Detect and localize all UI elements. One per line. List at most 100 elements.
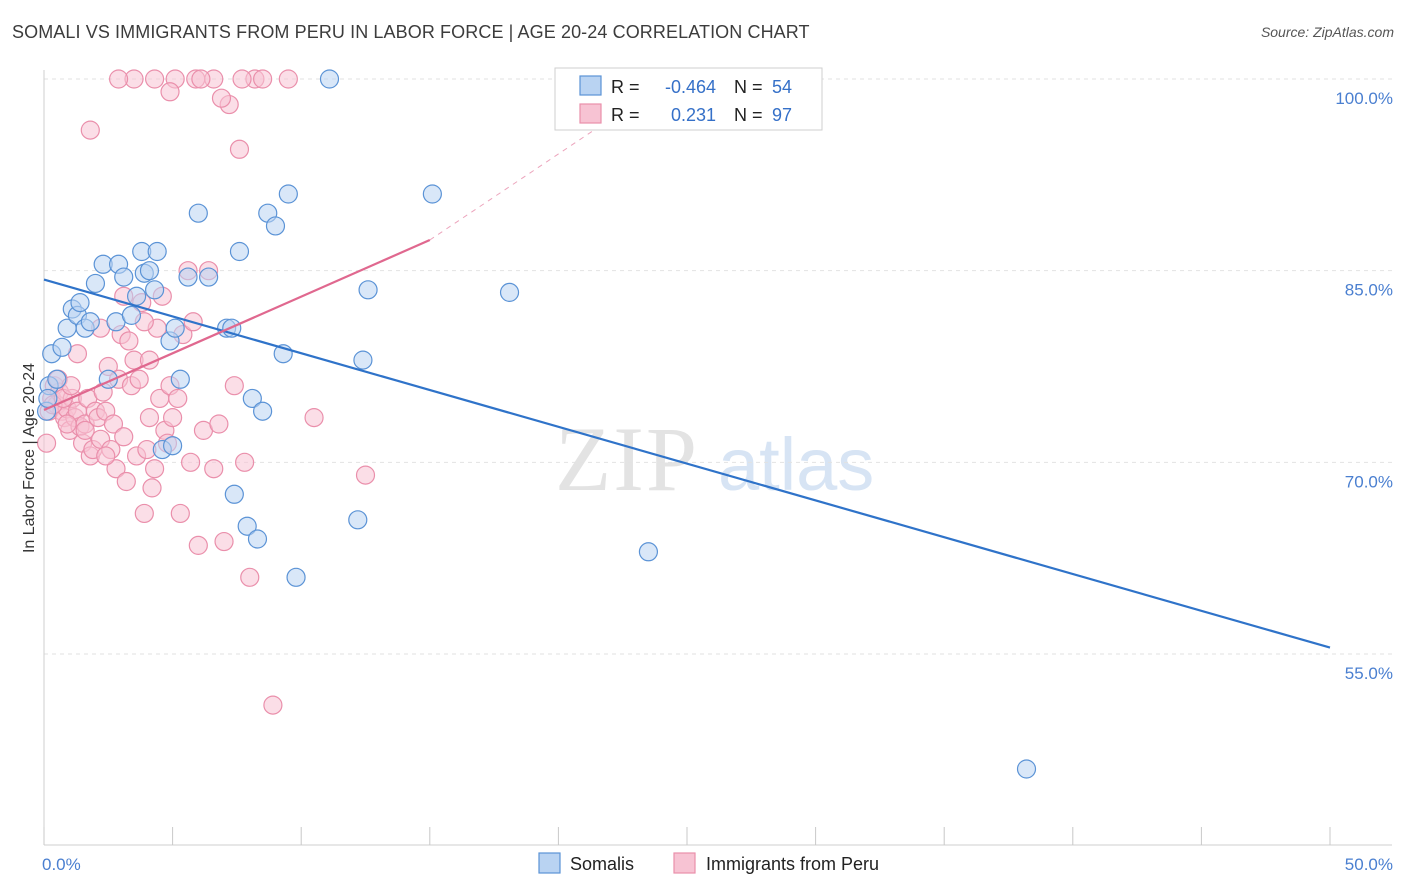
legend-r-value-2: 0.231: [671, 105, 716, 125]
x-tick-label: 50.0%: [1345, 855, 1393, 874]
data-point: [253, 69, 273, 89]
data-point: [57, 414, 77, 434]
data-point: [80, 312, 100, 332]
data-point: [121, 305, 142, 325]
legend-r-label-1: R =: [611, 77, 640, 97]
source-label: Source: ZipAtlas.com: [1260, 24, 1394, 40]
data-point: [242, 388, 262, 409]
data-point: [85, 273, 106, 294]
data-point: [358, 280, 378, 300]
axes: [43, 70, 1392, 846]
data-point: [224, 484, 244, 504]
data-point: [265, 216, 286, 236]
data-point: [170, 503, 190, 524]
data-point: [96, 446, 116, 466]
data-point: [214, 531, 234, 552]
data-point: [160, 82, 180, 102]
x-tick-label: 0.0%: [42, 855, 81, 874]
legend-n-label-1: N =: [734, 77, 763, 97]
data-point: [134, 503, 154, 524]
data-point: [163, 408, 183, 428]
y-tick-label: 100.0%: [1335, 89, 1393, 108]
data-point: [170, 369, 190, 389]
data-point: [235, 452, 255, 472]
data-point: [108, 69, 129, 89]
trend-lines: [43, 110, 1331, 649]
data-point: [144, 280, 165, 300]
data-point: [278, 184, 298, 204]
legend-somali-swatch: [579, 75, 602, 96]
y-tick-label: 85.0%: [1345, 281, 1393, 300]
legend-r-label-2: R =: [611, 105, 640, 125]
data-point: [126, 286, 147, 306]
data-point: [278, 69, 298, 89]
y-tick-label: 55.0%: [1345, 664, 1393, 683]
data-point: [103, 414, 124, 434]
legend-r-value-1: -0.464: [665, 77, 716, 97]
grid: [44, 78, 1392, 655]
bottom-legend-peru-label: Immigrants from Peru: [706, 854, 879, 874]
data-point: [191, 69, 211, 89]
somali-series: [36, 69, 1037, 779]
data-point: [237, 516, 257, 536]
legend: R = -0.464 N = 54 R = 0.231 N = 97: [554, 67, 823, 131]
data-point: [353, 350, 373, 370]
data-point: [139, 408, 160, 428]
tick-labels: 55.0% 70.0% 85.0% 100.0% 0.0% 50.0%: [42, 89, 1393, 874]
data-point: [75, 420, 95, 440]
data-point: [319, 69, 340, 89]
bottom-legend: Somalis Immigrants from Peru: [538, 852, 879, 874]
bottom-legend-peru-swatch: [673, 852, 696, 874]
data-point: [247, 529, 268, 549]
data-point: [116, 471, 136, 492]
data-point: [224, 376, 244, 396]
data-point: [178, 267, 198, 287]
chart-title: SOMALI VS IMMIGRANTS FROM PERU IN LABOR …: [12, 22, 810, 42]
data-point: [47, 369, 67, 389]
data-point: [163, 436, 183, 456]
data-point: [147, 241, 167, 262]
peru-trend-line: [43, 238, 431, 411]
data-point: [355, 465, 376, 485]
bottom-legend-somali-label: Somalis: [570, 854, 634, 874]
data-point: [168, 388, 188, 409]
data-point: [229, 241, 250, 262]
data-point: [304, 408, 324, 428]
data-point: [142, 478, 162, 498]
data-point: [422, 184, 442, 204]
data-point: [119, 331, 139, 351]
data-point: [165, 318, 185, 338]
data-point: [188, 535, 208, 555]
data-point: [263, 695, 283, 715]
data-point: [209, 414, 229, 434]
legend-n-label-2: N =: [734, 105, 763, 125]
data-point: [114, 267, 134, 287]
data-point: [240, 567, 260, 587]
data-point: [114, 427, 134, 447]
data-point: [499, 282, 520, 302]
peru-series: [36, 69, 376, 715]
data-point: [52, 337, 72, 357]
legend-n-value-2: 97: [772, 105, 792, 125]
data-point: [181, 452, 201, 472]
data-point: [232, 69, 252, 89]
data-point: [229, 139, 250, 159]
data-point: [129, 369, 149, 389]
data-point: [211, 88, 232, 108]
data-point: [80, 120, 100, 140]
data-point: [638, 542, 659, 562]
data-point: [36, 433, 57, 453]
data-point: [348, 510, 368, 530]
somali-trend-line: [43, 278, 1331, 649]
data-point: [70, 293, 90, 313]
watermark-atlas: atlas: [718, 423, 874, 506]
bottom-legend-somali-swatch: [538, 852, 561, 874]
data-point: [204, 459, 224, 479]
data-point: [188, 203, 208, 223]
data-point: [139, 261, 160, 281]
legend-n-value-1: 54: [772, 77, 792, 97]
data-point: [199, 267, 219, 287]
data-point: [253, 401, 273, 421]
data-point: [286, 567, 306, 587]
